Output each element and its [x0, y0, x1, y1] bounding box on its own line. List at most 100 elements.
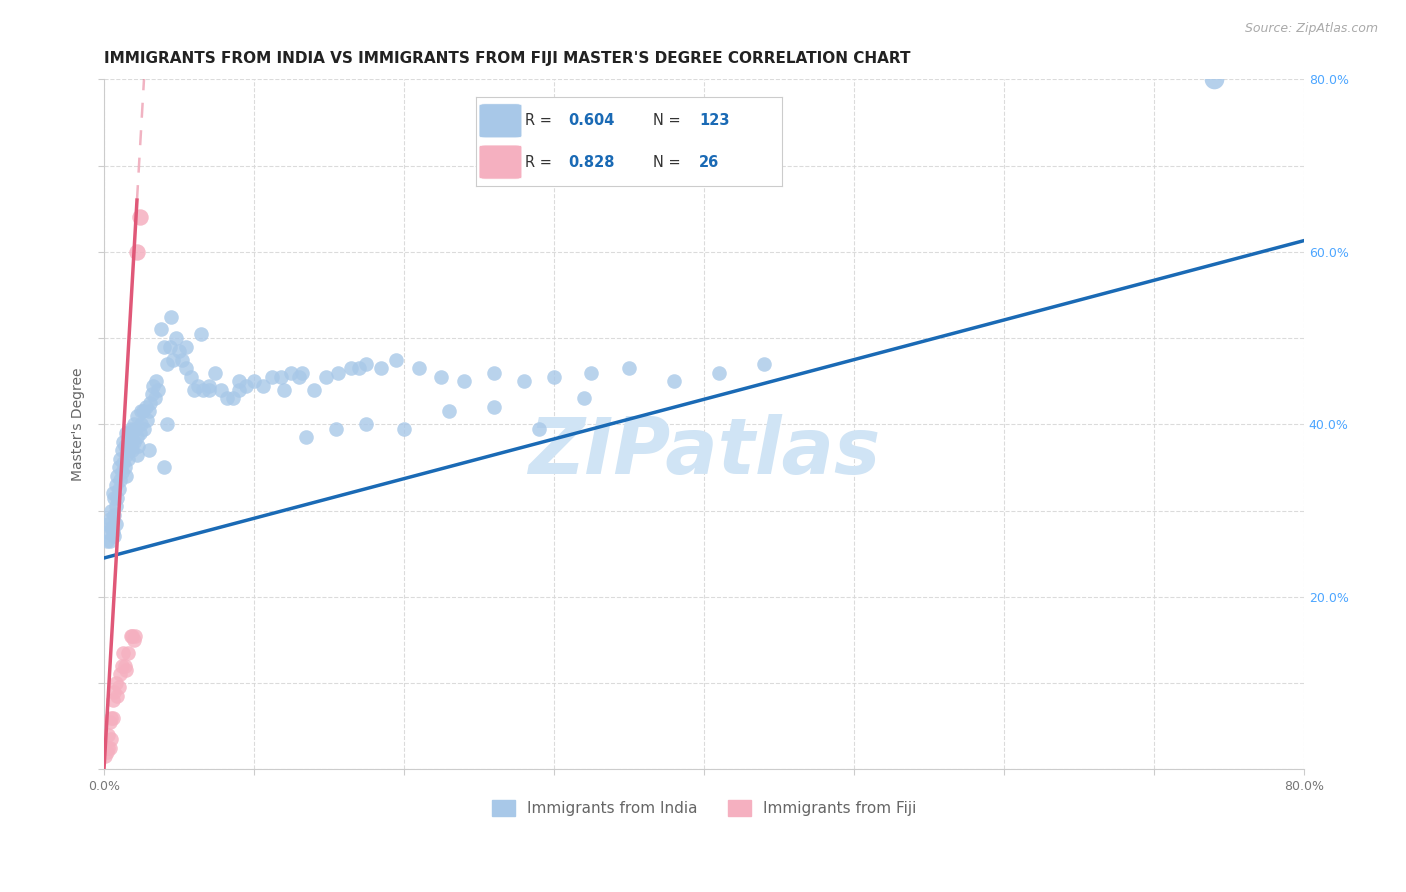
Point [117, 451, 139, 466]
Point [156, 357, 179, 371]
Point [228, 374, 250, 388]
Point [110, 474, 132, 488]
Point [662, 374, 685, 388]
Point [124, 422, 146, 436]
Point [159, 340, 181, 354]
Point [167, 344, 190, 359]
Point [315, 370, 337, 384]
Point [98, 512, 121, 526]
Point [104, 676, 127, 690]
Point [125, 244, 148, 259]
Point [122, 434, 145, 449]
Point [120, 439, 142, 453]
Point [145, 374, 167, 388]
Point [101, 486, 124, 500]
Point [107, 469, 129, 483]
Point [124, 629, 146, 643]
Point [104, 477, 127, 491]
Point [252, 378, 274, 392]
Point [572, 392, 595, 406]
Point [385, 352, 408, 367]
Point [103, 684, 125, 698]
Point [543, 370, 565, 384]
Point [228, 383, 250, 397]
Point [139, 396, 162, 410]
Point [125, 409, 148, 423]
Point [165, 331, 187, 345]
Point [527, 422, 550, 436]
Point [100, 710, 122, 724]
Point [1202, 72, 1225, 87]
Point [98, 740, 121, 755]
Point [97, 728, 120, 742]
Point [100, 503, 122, 517]
Point [288, 370, 311, 384]
Point [209, 383, 232, 397]
Point [108, 460, 131, 475]
Text: Source: ZipAtlas.com: Source: ZipAtlas.com [1244, 22, 1378, 36]
Point [752, 357, 775, 371]
Point [117, 646, 139, 660]
Point [340, 361, 363, 376]
Point [97, 516, 120, 531]
Point [325, 422, 347, 436]
Point [180, 370, 202, 384]
Point [143, 392, 166, 406]
Point [617, 361, 640, 376]
Point [138, 404, 160, 418]
Point [392, 422, 415, 436]
Point [437, 404, 460, 418]
Point [107, 689, 129, 703]
Point [103, 529, 125, 543]
Point [117, 434, 139, 449]
Point [127, 439, 149, 453]
Point [96, 745, 118, 759]
Point [129, 211, 152, 225]
Point [120, 629, 142, 643]
Point [97, 525, 120, 540]
Point [94, 749, 117, 764]
Point [204, 366, 226, 380]
Point [156, 417, 179, 432]
Point [115, 469, 138, 483]
Point [103, 508, 125, 522]
Point [187, 378, 209, 392]
Point [110, 451, 132, 466]
Point [453, 374, 475, 388]
Point [142, 378, 165, 392]
Point [191, 383, 214, 397]
Point [141, 387, 163, 401]
Point [100, 732, 122, 747]
Point [100, 521, 122, 535]
Point [280, 366, 302, 380]
Point [101, 710, 124, 724]
Point [243, 374, 266, 388]
Point [356, 357, 378, 371]
Point [118, 443, 141, 458]
Point [115, 663, 138, 677]
Point [138, 443, 160, 458]
Point [97, 740, 120, 755]
Point [295, 430, 318, 444]
Point [131, 404, 153, 418]
Point [114, 439, 136, 453]
Point [215, 392, 238, 406]
Point [302, 383, 325, 397]
Point [162, 352, 184, 367]
Point [115, 425, 138, 440]
Point [121, 443, 143, 458]
Point [235, 378, 257, 392]
Point [176, 340, 198, 354]
Point [111, 443, 134, 458]
Point [198, 383, 221, 397]
Point [108, 681, 131, 695]
Point [129, 425, 152, 440]
Point [122, 632, 145, 647]
Point [114, 460, 136, 475]
Point [198, 378, 221, 392]
Point [121, 629, 143, 643]
Point [108, 482, 131, 496]
Point [121, 425, 143, 440]
Point [370, 361, 392, 376]
Point [273, 383, 295, 397]
